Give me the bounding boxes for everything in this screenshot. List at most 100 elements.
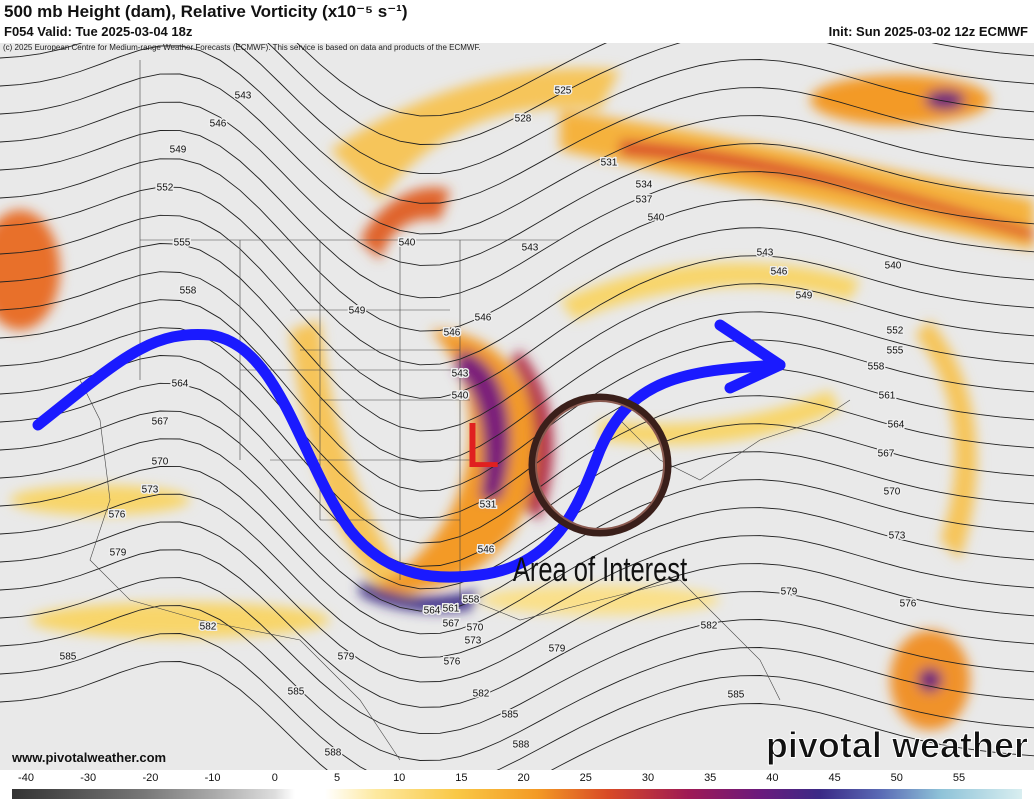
contour-label: 558: [868, 362, 885, 373]
contour-label: 555: [887, 346, 904, 357]
contour-label: 564: [172, 379, 189, 390]
contour-label: 564: [424, 606, 441, 617]
contour: [0, 355, 1034, 544]
contour-label: 540: [452, 391, 469, 402]
contour-label: 573: [889, 531, 906, 542]
annotation: Area of Interest: [513, 552, 688, 589]
contour-label: 564: [888, 420, 905, 431]
colorbar-tick: 25: [579, 772, 592, 784]
contour: [0, 382, 1034, 567]
colorbar-tick: -40: [18, 772, 34, 784]
contour-label: 555: [174, 238, 191, 249]
contour: [296, 43, 1034, 117]
arrow-head: [714, 319, 786, 394]
contour-label: 549: [796, 291, 813, 302]
contour-label: 540: [399, 238, 416, 249]
title: 500 mb Height (dam), Relative Vorticity …: [4, 2, 408, 21]
contour-label: 573: [142, 485, 159, 496]
contour-label: 558: [463, 595, 480, 606]
contour-label: 585: [728, 690, 745, 701]
contour-label: 528: [515, 114, 532, 125]
contour: [0, 45, 1034, 204]
contour-label: 561: [443, 604, 460, 615]
contour-label: 546: [210, 119, 227, 130]
colorbar-tick: 15: [455, 772, 468, 784]
contour-label: 552: [887, 326, 904, 337]
map: L Area of Interest 543546549552555558564…: [0, 43, 1034, 770]
contour: [0, 43, 1034, 175]
colorbar-tick: 50: [890, 772, 903, 784]
contour-label: 531: [601, 158, 618, 169]
contour-label: 582: [473, 689, 490, 700]
contour-label: 585: [502, 710, 519, 721]
colorbar: -40 -30 -20 -10 0 5 10 15 20 25 30 35 40 45 50 55: [0, 770, 1034, 803]
contour-label: 525: [555, 86, 572, 97]
contour-label: 543: [757, 248, 774, 259]
contour-label: 573: [465, 636, 482, 647]
colorbar-tick: 20: [517, 772, 530, 784]
contour-label: 546: [478, 545, 495, 556]
contour-label: 579: [338, 652, 355, 663]
contour-label: 552: [157, 183, 174, 194]
contour: [0, 186, 1034, 366]
contour-label: 561: [879, 391, 896, 402]
contour-labels: 5435465495525555585645675705735765795825…: [58, 84, 918, 760]
contour-label: 546: [771, 267, 788, 278]
colorbar-tick: 40: [766, 772, 779, 784]
colorbar-strip: [12, 789, 1022, 799]
watermark: pivotal weather: [766, 725, 1028, 766]
colorbar-tick: 30: [641, 772, 655, 784]
contour-label: 567: [878, 449, 895, 460]
contour-label: 585: [288, 687, 305, 698]
colorbar-tick: 45: [828, 772, 841, 784]
init-time: Init: Sun 2025-03-02 12z ECMWF: [828, 24, 1028, 39]
contour-label: 543: [522, 243, 539, 254]
contour-label: 558: [180, 286, 197, 297]
contour-label: 549: [349, 306, 366, 317]
contour-label: 582: [701, 621, 718, 632]
colorbar-tick: -10: [204, 772, 221, 784]
contour-label: 546: [444, 328, 461, 339]
contour-label: 546: [475, 313, 492, 324]
contour: [0, 577, 1034, 735]
contour: [0, 73, 1034, 235]
contour: [0, 158, 1034, 332]
contour: [0, 661, 1034, 770]
contour-label: 549: [170, 145, 187, 156]
interest-circle: [528, 393, 672, 537]
url: www.pivotalweather.com: [11, 750, 166, 765]
contour: [0, 438, 1034, 612]
contour: [0, 214, 1034, 399]
contour-label: 579: [549, 644, 566, 655]
contour-label: 576: [900, 599, 917, 610]
contour: [0, 271, 1034, 463]
contour-label: 543: [235, 91, 252, 102]
interest-circle-inner: [535, 400, 665, 530]
contour: [0, 605, 1034, 761]
contour-label: 576: [444, 657, 461, 668]
colorbar-tick: -20: [142, 772, 159, 784]
colorbar-tick: 5: [333, 772, 341, 784]
contour: [0, 130, 1034, 299]
contour-label: 588: [513, 740, 530, 751]
contour-label: 543: [452, 369, 469, 380]
colorbar-tick: 0: [271, 772, 278, 784]
contour: [0, 101, 1034, 266]
colorbar-tick: 35: [704, 772, 717, 784]
contour-label: 570: [884, 487, 901, 498]
contour-label: 576: [109, 510, 126, 521]
contour-label: 567: [443, 619, 460, 630]
contour-label: 534: [636, 180, 653, 191]
contour: [267, 43, 1034, 145]
contour-label: 582: [200, 622, 217, 633]
contour-label: 567: [152, 417, 169, 428]
colorbar-tick: 55: [952, 772, 966, 784]
contour: [0, 521, 1034, 683]
contour-label: 537: [636, 195, 653, 206]
contour: [0, 327, 1034, 519]
contour: [0, 243, 1034, 432]
flow-arrow: [32, 328, 786, 583]
contour-label: 579: [781, 587, 798, 598]
contour: [0, 549, 1034, 708]
